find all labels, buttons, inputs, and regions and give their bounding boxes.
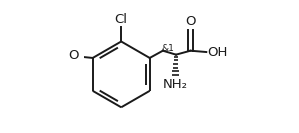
Text: Cl: Cl [115, 13, 128, 26]
Text: OH: OH [207, 45, 227, 59]
Text: NH₂: NH₂ [163, 78, 188, 91]
Text: O: O [68, 49, 79, 63]
Text: &1: &1 [162, 44, 175, 53]
Text: O: O [185, 15, 196, 28]
